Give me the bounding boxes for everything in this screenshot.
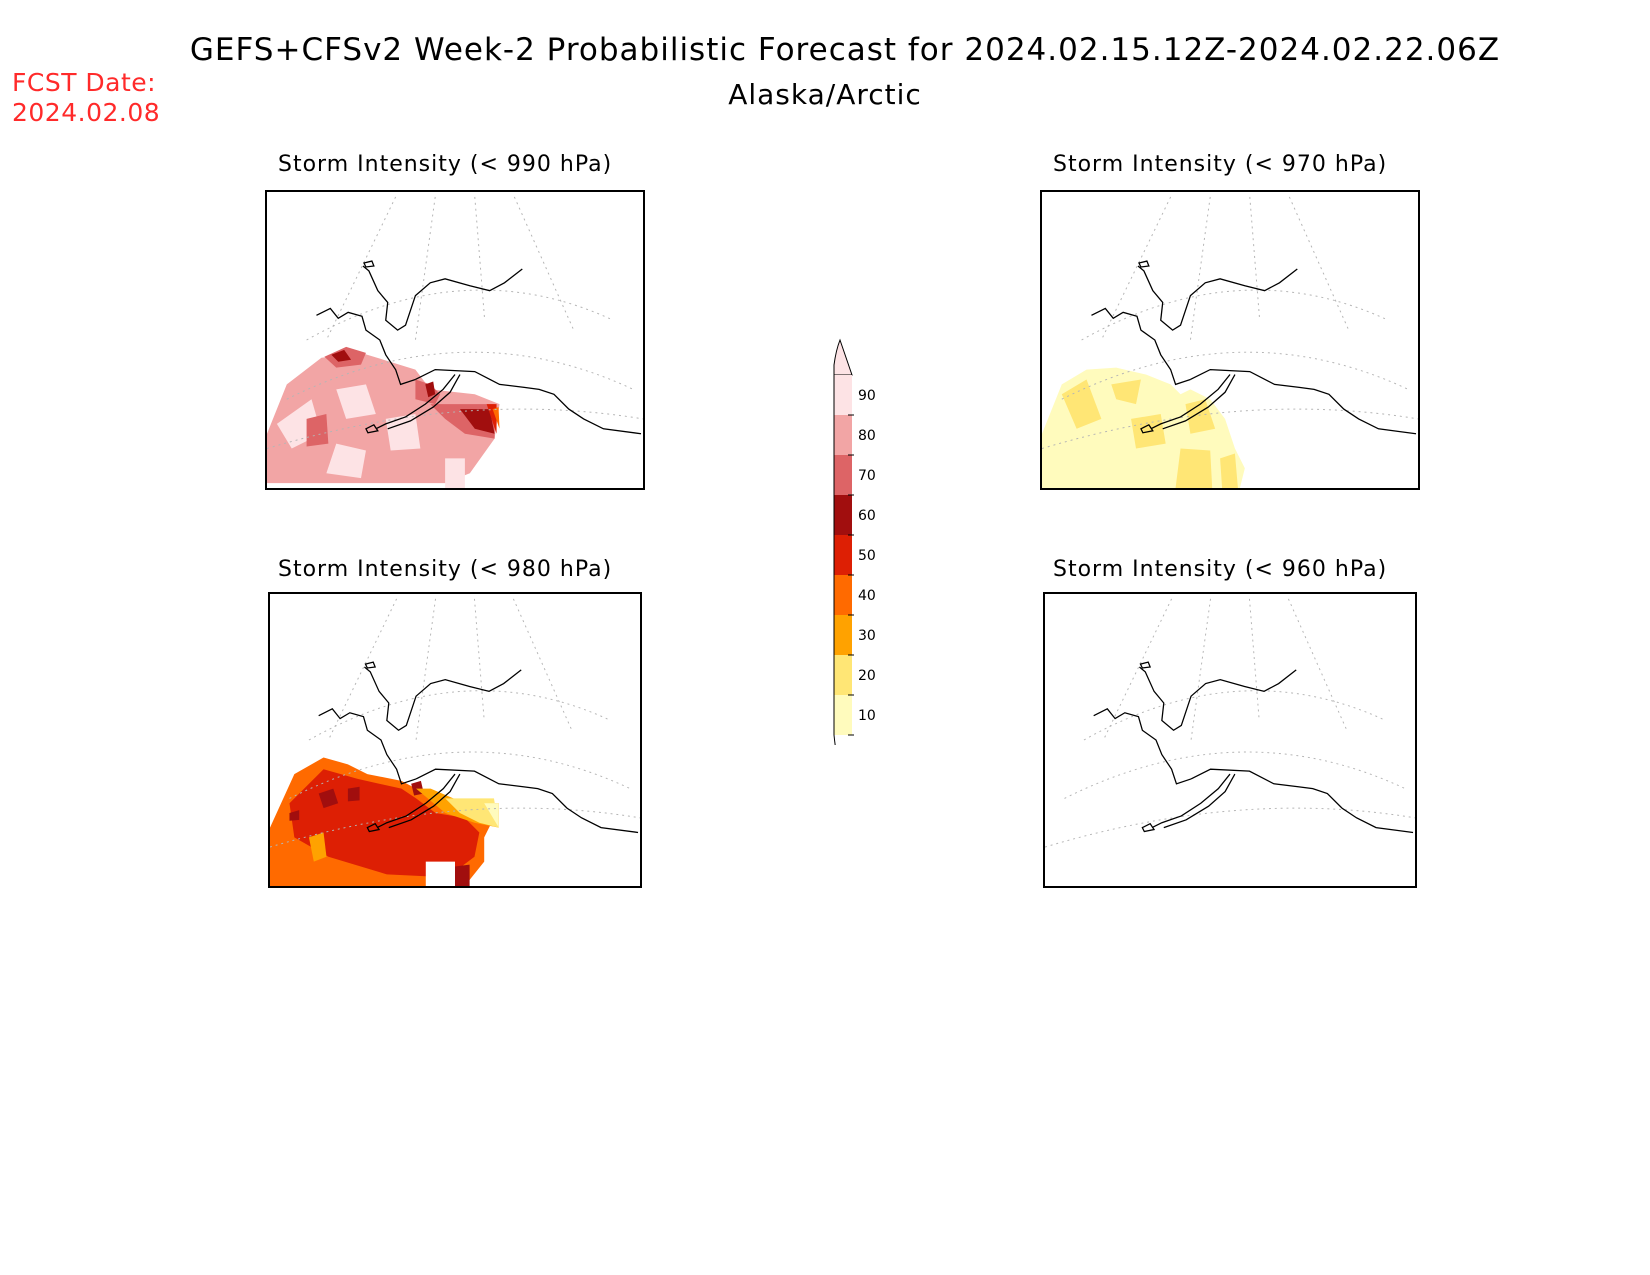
forecast-date-label: FCST Date: <box>12 68 157 97</box>
graticule <box>267 196 643 450</box>
map-panel-980 <box>268 592 642 888</box>
coastline <box>316 260 642 435</box>
colorbar-swatch <box>834 655 852 695</box>
colorbar-tick-label: 20 <box>858 668 876 684</box>
map-panel-990 <box>265 190 645 490</box>
colorbar: 90 80 70 60 50 40 30 20 10 <box>820 335 900 771</box>
colorbar-swatch <box>834 535 852 575</box>
panel-title-970: Storm Intensity (< 970 hPa) <box>1053 152 1388 177</box>
coastline <box>1093 661 1414 834</box>
region-subtitle: Alaska/Arctic <box>728 78 922 111</box>
graticule <box>1045 598 1415 848</box>
colorbar-swatch <box>834 455 852 495</box>
coastline <box>318 661 639 834</box>
map-panel-960 <box>1043 592 1417 888</box>
panel-title-980: Storm Intensity (< 980 hPa) <box>278 557 613 582</box>
colorbar-swatch <box>834 615 852 655</box>
colorbar-swatch <box>834 375 852 415</box>
graticule <box>1042 196 1418 450</box>
forecast-date-value: 2024.02.08 <box>12 98 161 127</box>
colorbar-tick-label: 40 <box>858 588 876 604</box>
colorbar-top-extension <box>833 338 853 376</box>
colorbar-swatch <box>834 495 852 535</box>
panel-title-960: Storm Intensity (< 960 hPa) <box>1053 557 1388 582</box>
coastline <box>1091 260 1417 435</box>
colorbar-tick-label: 10 <box>858 708 876 724</box>
map-980 <box>270 598 640 886</box>
colorbar-tick-label: 70 <box>858 468 876 484</box>
colorbar-tick-label: 30 <box>858 628 876 644</box>
colorbar-bottom-extension <box>833 734 841 771</box>
page-title: GEFS+CFSv2 Week-2 Probabilistic Forecast… <box>189 32 1501 68</box>
map-990 <box>267 196 643 488</box>
colorbar-swatch <box>834 695 852 735</box>
map-panel-970 <box>1040 190 1420 490</box>
graticule <box>270 598 640 848</box>
map-960 <box>1045 598 1415 848</box>
map-970 <box>1042 196 1418 488</box>
probability-fill <box>267 346 500 488</box>
colorbar-tick-label: 80 <box>858 428 876 444</box>
colorbar-swatch <box>834 415 852 455</box>
colorbar-tick-label: 60 <box>858 508 876 524</box>
probability-fill <box>270 757 499 886</box>
panel-title-990: Storm Intensity (< 990 hPa) <box>278 152 613 177</box>
colorbar-tick-label: 90 <box>858 388 876 404</box>
colorbar-swatch <box>834 575 852 615</box>
colorbar-tick-label: 50 <box>858 548 876 564</box>
colorbar-graphic: 90 80 70 60 50 40 30 20 10 <box>833 338 876 771</box>
